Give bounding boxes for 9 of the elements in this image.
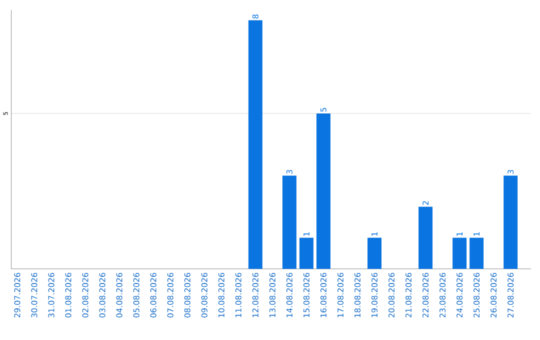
bar [452, 238, 467, 269]
bar [299, 238, 314, 269]
bar [504, 176, 518, 269]
bar [418, 206, 433, 269]
bar [282, 176, 296, 269]
bar [316, 114, 330, 269]
bar [470, 238, 484, 269]
bar [368, 238, 382, 269]
bar [248, 20, 262, 269]
